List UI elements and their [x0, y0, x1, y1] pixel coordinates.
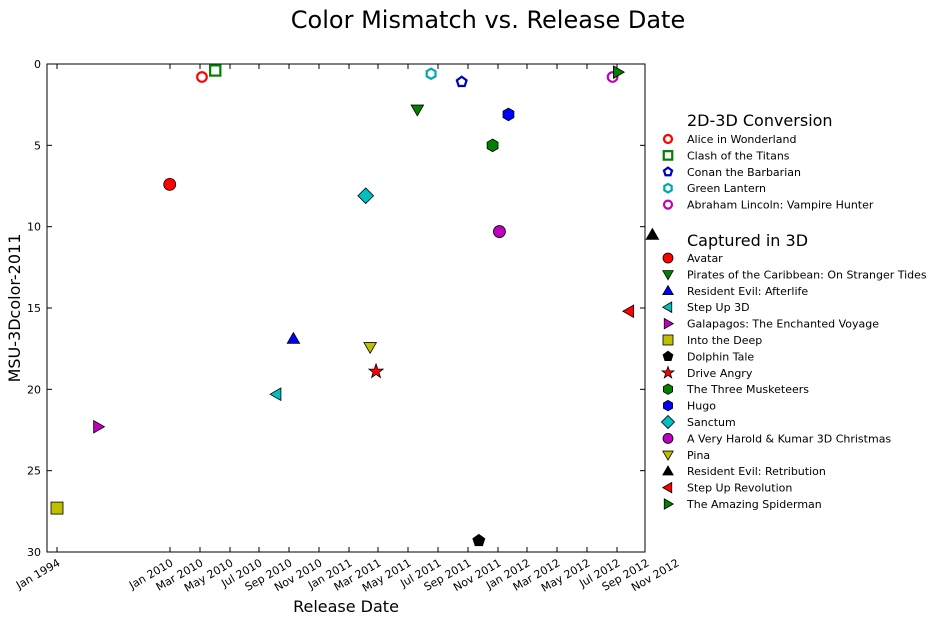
legend-group-title: 2D-3D Conversion — [687, 111, 833, 130]
data-point — [367, 362, 385, 379]
legend-label: The Three Musketeers — [686, 383, 809, 396]
legend-marker — [662, 465, 674, 476]
data-point — [269, 387, 282, 402]
legend-marker — [662, 350, 674, 362]
legend-group-title: Captured in 3D — [687, 231, 808, 250]
legend-marker — [662, 284, 674, 295]
legend-label: Resident Evil: Afterlife — [687, 285, 808, 298]
y-axis-label: MSU-3Dcolor-2011 — [5, 234, 24, 383]
y-tick-label: 15 — [27, 302, 41, 315]
data-markers — [50, 64, 660, 547]
legend-label: Dolphin Tale — [687, 350, 754, 363]
legend-marker — [660, 365, 676, 379]
data-point — [50, 501, 64, 515]
legend-label: A Very Harold & Kumar 3D Christmas — [687, 432, 891, 445]
legend-marker — [662, 150, 674, 161]
legend-marker — [662, 270, 674, 281]
legend-label: Pirates of the Caribbean: On Stranger Ti… — [687, 268, 927, 281]
data-point — [93, 419, 106, 434]
data-point — [493, 225, 506, 238]
data-point — [196, 71, 208, 83]
data-point — [163, 177, 177, 191]
data-point — [613, 65, 626, 80]
data-point — [622, 304, 635, 319]
data-point — [363, 342, 378, 355]
legend-marker — [662, 166, 674, 177]
data-point — [410, 104, 425, 117]
legend-label: Hugo — [687, 400, 716, 413]
legend-marker — [663, 498, 675, 510]
data-point — [455, 75, 468, 88]
data-point — [645, 227, 660, 240]
legend-marker — [662, 252, 674, 264]
legend-label: The Amazing Spiderman — [686, 498, 822, 511]
legend-label: Pina — [687, 449, 710, 462]
x-tick-label: Jan 1994 — [13, 556, 62, 592]
plot-area — [46, 63, 646, 553]
data-point — [286, 331, 301, 344]
legend-label: Clash of the Titans — [687, 149, 790, 162]
legend-marker — [663, 383, 673, 395]
legend-marker — [662, 432, 674, 444]
legend-label: Alice in Wonderland — [687, 133, 796, 146]
legend-marker — [663, 317, 675, 330]
legend-label: Resident Evil: Retribution — [687, 465, 826, 478]
y-axis: 0 5 10 15 20 25 30 — [27, 58, 645, 559]
legend-label: Step Up 3D — [687, 301, 750, 314]
legend-label: Galapagos: The Enchanted Voyage — [687, 318, 879, 331]
legend-label: Drive Angry — [687, 367, 753, 380]
legend-marker — [661, 481, 673, 494]
legend: 2D-3D Conversion Alice in Wonderland Clash… — [660, 111, 927, 511]
x-axis-label: Release Date — [293, 597, 399, 616]
data-point — [357, 187, 375, 205]
legend-label: Conan the Barbarian — [687, 166, 801, 179]
legend-marker — [660, 414, 676, 430]
y-tick-label: 0 — [34, 58, 41, 71]
y-tick-label: 5 — [34, 139, 41, 152]
legend-marker — [663, 399, 673, 412]
legend-marker — [662, 133, 674, 145]
legend-marker — [661, 301, 673, 314]
legend-label: Abraham Lincoln: Vampire Hunter — [687, 199, 874, 212]
chart-title: Color Mismatch vs. Release Date — [291, 6, 685, 34]
data-point — [209, 64, 222, 77]
legend-marker — [663, 182, 673, 194]
legend-marker — [662, 199, 674, 210]
legend-marker — [662, 450, 674, 461]
data-point — [472, 533, 486, 547]
legend-label: Sanctum — [687, 416, 736, 429]
y-tick-label: 20 — [27, 383, 41, 396]
y-tick-label: 25 — [27, 465, 41, 478]
legend-label: Into the Deep — [687, 334, 762, 347]
data-point — [502, 107, 515, 122]
y-tick-label: 10 — [27, 221, 41, 234]
legend-label: Step Up Revolution — [687, 482, 792, 495]
legend-label: Green Lantern — [687, 182, 766, 195]
legend-marker — [662, 334, 674, 346]
legend-label: Avatar — [687, 252, 723, 265]
data-point — [486, 138, 499, 153]
y-tick-label: 30 — [27, 546, 41, 559]
data-point — [425, 67, 437, 81]
